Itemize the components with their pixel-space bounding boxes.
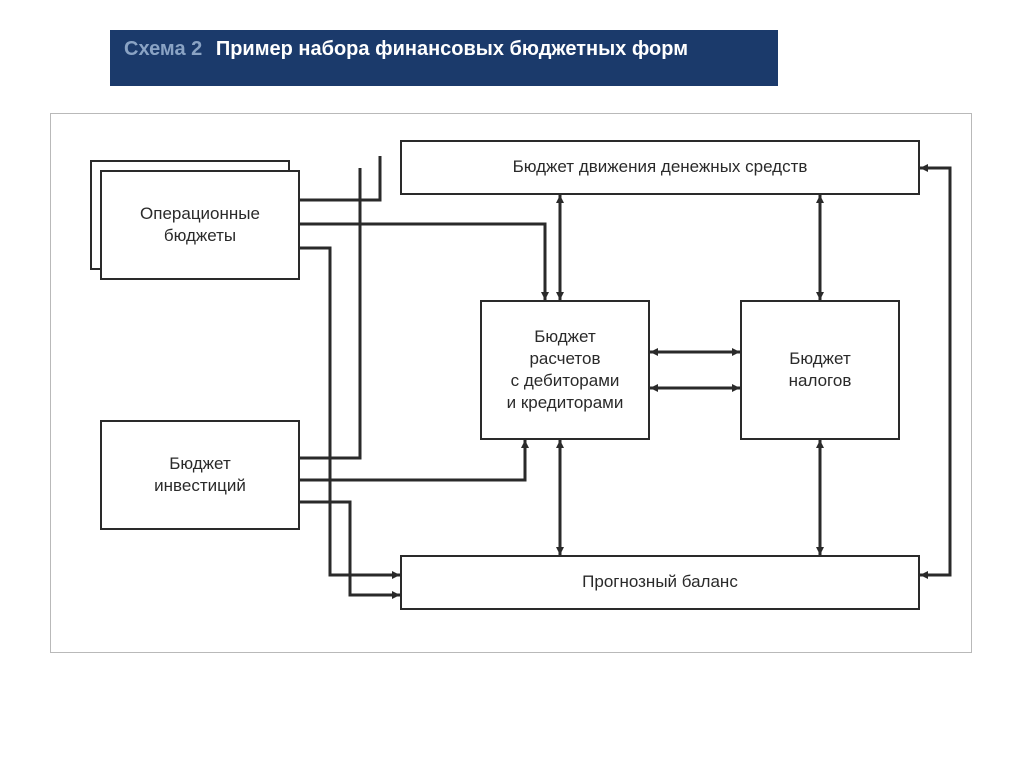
- node-label: Бюджет движения денежных средств: [513, 156, 808, 178]
- node-forecast-balance: Прогнозный баланс: [400, 555, 920, 610]
- diagram-header: Схема 2 Пример набора финансовых бюджетн…: [110, 30, 778, 86]
- node-label: Бюджетрасчетовс дебиторамии кредиторами: [507, 326, 624, 414]
- node-label: Бюджетинвестиций: [154, 453, 246, 497]
- node-investment-budget: Бюджетинвестиций: [100, 420, 300, 530]
- node-label: Бюджетналогов: [789, 348, 852, 392]
- node-tax-budget: Бюджетналогов: [740, 300, 900, 440]
- node-label: Прогнозный баланс: [582, 571, 738, 593]
- diagram-canvas: Схема 2 Пример набора финансовых бюджетн…: [0, 0, 1024, 767]
- node-label: Операционныебюджеты: [140, 203, 260, 247]
- node-settlements-budget: Бюджетрасчетовс дебиторамии кредиторами: [480, 300, 650, 440]
- header-title: Пример набора финансовых бюджетных форм: [216, 38, 688, 60]
- header-prefix: Схема 2: [124, 38, 202, 60]
- node-operational-budgets: Операционныебюджеты: [100, 170, 300, 280]
- node-cashflow-budget: Бюджет движения денежных средств: [400, 140, 920, 195]
